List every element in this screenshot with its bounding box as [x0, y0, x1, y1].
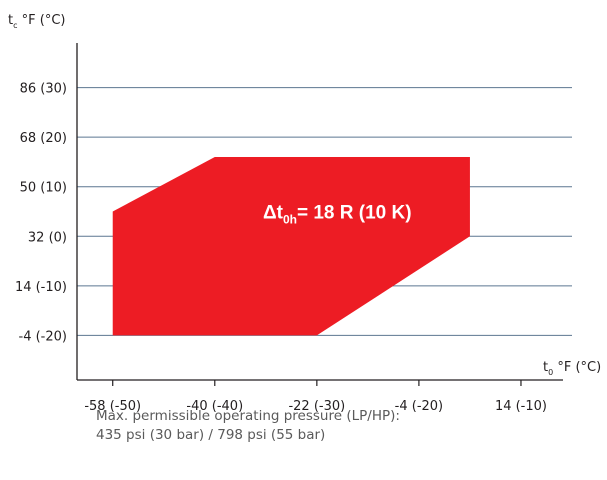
y-tick-label: -4 (-20) — [19, 329, 67, 344]
y-tick-label: 68 (20) — [20, 131, 67, 146]
y-axis-title: tc °F (°C) — [8, 13, 65, 30]
y-tick-label: 32 (0) — [28, 230, 67, 245]
x-tick-label: -40 (-40) — [186, 399, 243, 414]
pressure-note: Max. permissible operating pressure (LP/… — [96, 407, 576, 445]
y-tick-label: 86 (30) — [20, 82, 67, 97]
y-tick-label: 14 (-10) — [15, 280, 67, 295]
x-tick-labels: -58 (-50) -40 (-40) -22 (-30) -4 (-20) 14 (-… — [84, 380, 547, 414]
y-tick-label: 50 (10) — [20, 181, 67, 196]
superheat-annotation: Δt0h= 18 R (10 K) — [263, 203, 412, 227]
x-tick-label: -22 (-30) — [288, 399, 345, 414]
pressure-note-line-1: Max. permissible operating pressure (LP/… — [96, 408, 400, 424]
pressure-note-line-2: 435 psi (30 bar) / 798 psi (55 bar) — [96, 427, 326, 443]
x-tick-label: -4 (-20) — [395, 399, 443, 414]
x-axis-title: t0 °F (°C) — [543, 360, 601, 377]
axes — [76, 43, 563, 381]
y-tick-labels: -4 (-20) 14 (-10) 32 (0) 50 (10) 68 (20) 86 (… — [15, 82, 67, 345]
envelope-area-0 — [112, 156, 470, 336]
x-tick-label: -58 (-50) — [84, 399, 141, 414]
x-tick-label: 14 (-10) — [495, 399, 547, 414]
envelope-series — [112, 156, 470, 336]
